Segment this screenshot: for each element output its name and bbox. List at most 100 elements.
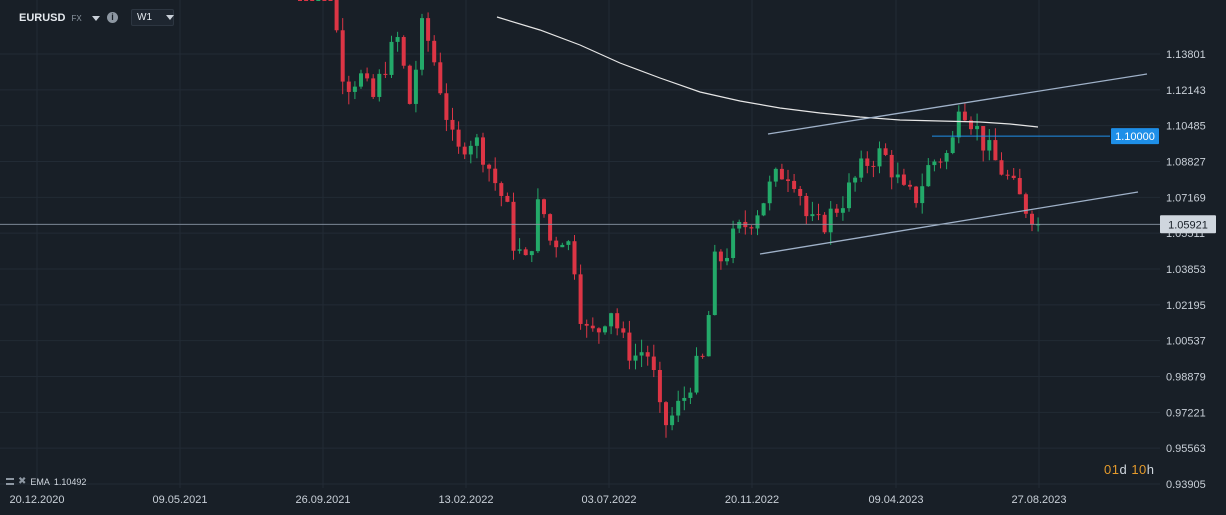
candle-body [1023, 194, 1028, 214]
price-tick-label: 1.13801 [1166, 49, 1206, 61]
bearish-candle [584, 319, 589, 338]
indicator-name: EMA [30, 476, 50, 487]
bullish-candle [359, 69, 363, 89]
candle-body [499, 183, 504, 196]
bearish-candle [981, 125, 986, 162]
countdown-days: 01 [1104, 462, 1120, 477]
bullish-candle [731, 220, 736, 264]
candle-body [517, 249, 522, 251]
candle-body [438, 62, 443, 94]
timeframe-selector[interactable]: W1 [131, 9, 174, 26]
candle-body [432, 40, 437, 63]
candle-body [322, 0, 327, 1]
candle-body [352, 86, 357, 92]
candle-body [755, 215, 760, 229]
remove-indicator-icon[interactable]: ✖ [18, 476, 27, 487]
candle-body [792, 180, 797, 189]
candle-body [340, 30, 345, 82]
bearish-candle [645, 345, 650, 366]
candle-body [572, 241, 577, 275]
bullish-candle [877, 141, 882, 174]
time-tick-label: 03.07.2022 [581, 494, 636, 506]
candle-body [627, 332, 632, 361]
bearish-candle [786, 169, 790, 192]
bullish-candle [535, 188, 540, 254]
bullish-candle [895, 162, 900, 184]
countdown-hour-unit: h [1146, 462, 1155, 477]
candle-body [1017, 178, 1022, 195]
candle-body [377, 73, 382, 97]
bearish-candle [407, 64, 412, 105]
chevron-down-icon[interactable] [166, 15, 174, 20]
timeframe-label: W1 [137, 12, 152, 23]
time-tick-label: 09.05.2021 [152, 494, 207, 506]
candle-body [688, 392, 693, 398]
price-tick-label: 1.00537 [1166, 336, 1206, 348]
candle-body [511, 201, 516, 251]
time-tick-label: 27.08.2023 [1011, 494, 1066, 506]
bullish-candle [920, 173, 925, 214]
symbol-selector[interactable]: EURUSD FX [19, 8, 100, 28]
bearish-candle [401, 35, 406, 69]
candle-body [359, 73, 363, 87]
bearish-candle [993, 128, 998, 161]
bearish-candle [889, 150, 894, 190]
candle-body [981, 126, 986, 151]
bearish-candle [450, 107, 455, 141]
candle-body [840, 208, 845, 213]
bearish-candle [816, 203, 821, 221]
candle-body [786, 179, 790, 181]
bearish-candle [1030, 210, 1034, 232]
candle-body [810, 214, 815, 217]
price-tick-label: 1.12143 [1166, 85, 1206, 97]
bearish-candle [621, 321, 626, 339]
indicator-settings-icon[interactable] [6, 478, 14, 485]
bullish-candle [316, 0, 321, 1]
candle-body [767, 181, 772, 204]
symbol-name: EURUSD [19, 12, 66, 24]
candle-body [487, 164, 492, 169]
time-axis: 20.12.2020 09.05.2021 26.09.2021 13.02.2022… [9, 494, 1066, 506]
bearish-candle [590, 317, 595, 332]
candle-body [615, 313, 620, 329]
bullish-candle [706, 310, 711, 357]
info-icon[interactable]: i [107, 12, 118, 23]
candle-body [822, 214, 827, 233]
candle-body [468, 145, 473, 155]
candle-body [944, 152, 949, 162]
candle-body [304, 0, 309, 1]
candle-body [456, 129, 461, 147]
bearish-candle [505, 192, 510, 203]
bullish-candle [682, 386, 687, 411]
candle-body [334, 0, 339, 31]
bullish-candle [828, 201, 833, 245]
bearish-candle [779, 163, 784, 180]
candle-body [596, 328, 601, 333]
bullish-candle [987, 129, 992, 161]
indicator-legend: ✖ EMA 1.10492 [6, 476, 86, 487]
bearish-candle [383, 61, 388, 79]
bullish-candle [761, 202, 766, 217]
candle-body [389, 41, 394, 75]
instrument-type: FX [71, 13, 82, 23]
bullish-candle [676, 390, 681, 423]
candle-body [1036, 224, 1041, 226]
bearish-candle [871, 160, 876, 178]
candle-body [865, 158, 870, 166]
bearish-candle [908, 180, 912, 190]
candle-body [316, 0, 321, 1]
candle-body [481, 137, 485, 165]
candle-body [450, 119, 455, 130]
bullish-candle [767, 175, 772, 211]
candle-body [523, 249, 528, 256]
candle-body [529, 251, 534, 256]
candle-body [535, 199, 540, 252]
candle-body [346, 81, 351, 92]
candle-body [950, 137, 955, 153]
time-tick-label: 20.11.2022 [725, 494, 779, 506]
time-tick-label: 20.12.2020 [9, 494, 64, 506]
bearish-candle [322, 0, 327, 1]
overlays: 1.10000 1.05921 [0, 16, 1216, 255]
chevron-down-icon[interactable] [91, 15, 100, 21]
